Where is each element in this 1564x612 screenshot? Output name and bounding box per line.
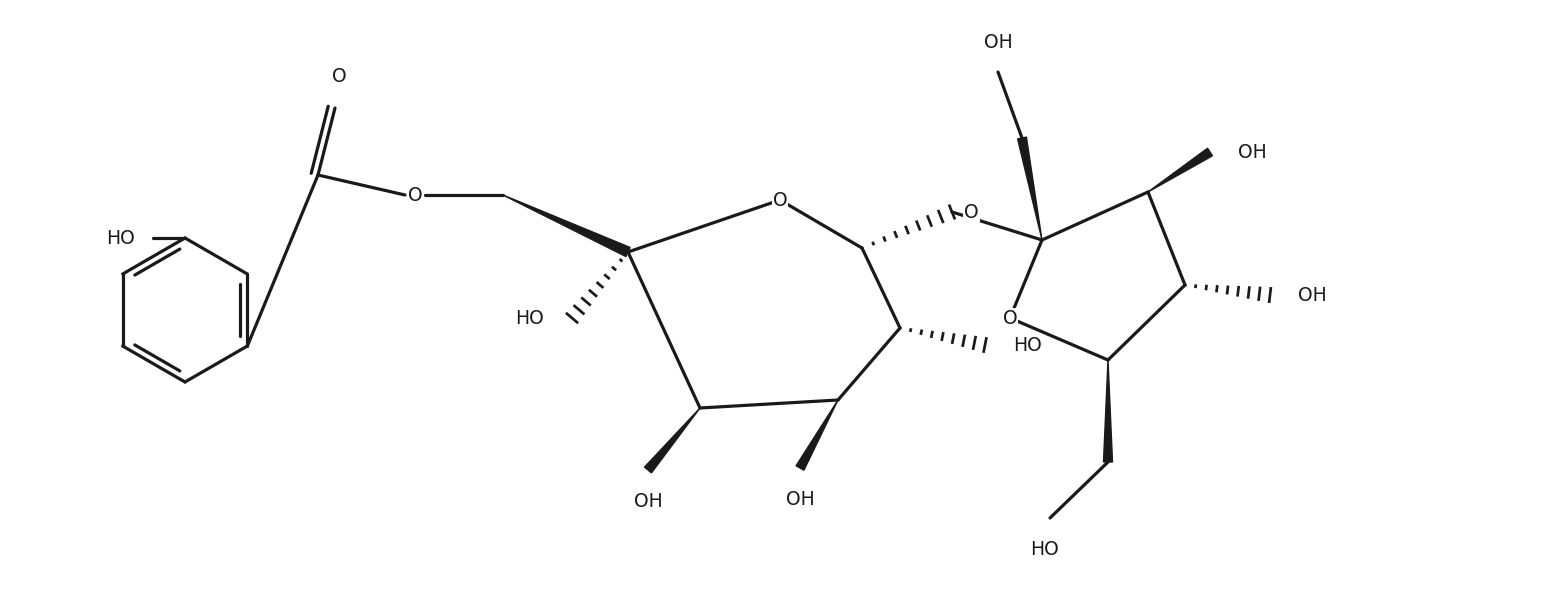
Polygon shape xyxy=(504,195,630,256)
Text: HO: HO xyxy=(106,228,135,247)
Text: OH: OH xyxy=(633,492,663,511)
Text: OH: OH xyxy=(1298,286,1326,305)
Text: HO: HO xyxy=(1013,335,1042,354)
Text: OH: OH xyxy=(785,490,815,509)
Text: OH: OH xyxy=(984,33,1012,52)
Text: OH: OH xyxy=(1239,143,1267,162)
Polygon shape xyxy=(1018,137,1042,240)
Text: O: O xyxy=(332,67,346,86)
Polygon shape xyxy=(796,400,838,470)
Polygon shape xyxy=(1148,148,1212,192)
Polygon shape xyxy=(1104,360,1112,462)
Polygon shape xyxy=(644,408,701,473)
Text: HO: HO xyxy=(1031,540,1059,559)
Text: O: O xyxy=(963,203,979,222)
Text: O: O xyxy=(408,185,422,204)
Text: HO: HO xyxy=(515,308,544,327)
Text: O: O xyxy=(1003,308,1017,327)
Text: O: O xyxy=(773,190,787,209)
